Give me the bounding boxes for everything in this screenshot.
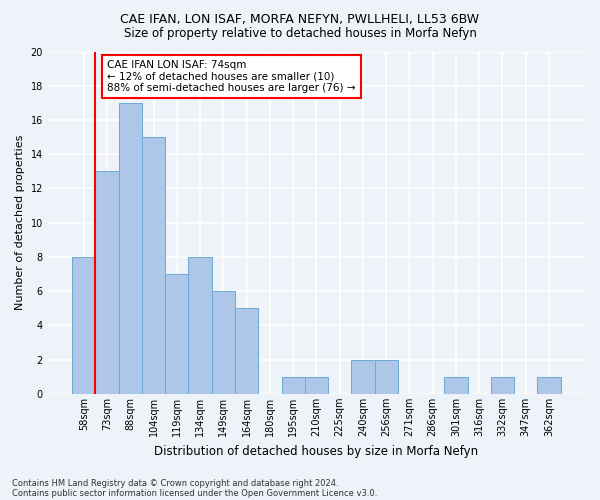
Bar <box>281 377 305 394</box>
Bar <box>538 377 560 394</box>
Text: Size of property relative to detached houses in Morfa Nefyn: Size of property relative to detached ho… <box>124 28 476 40</box>
Bar <box>235 308 258 394</box>
Text: Contains public sector information licensed under the Open Government Licence v3: Contains public sector information licen… <box>12 488 377 498</box>
Text: CAE IFAN LON ISAF: 74sqm
← 12% of detached houses are smaller (10)
88% of semi-d: CAE IFAN LON ISAF: 74sqm ← 12% of detach… <box>107 60 356 94</box>
Text: Contains HM Land Registry data © Crown copyright and database right 2024.: Contains HM Land Registry data © Crown c… <box>12 478 338 488</box>
Bar <box>119 103 142 394</box>
Bar <box>351 360 374 394</box>
Text: CAE IFAN, LON ISAF, MORFA NEFYN, PWLLHELI, LL53 6BW: CAE IFAN, LON ISAF, MORFA NEFYN, PWLLHEL… <box>121 12 479 26</box>
Y-axis label: Number of detached properties: Number of detached properties <box>15 135 25 310</box>
Bar <box>374 360 398 394</box>
Bar <box>72 257 95 394</box>
Bar <box>212 291 235 394</box>
Bar <box>445 377 467 394</box>
Bar <box>491 377 514 394</box>
Bar <box>142 137 165 394</box>
Bar <box>95 172 119 394</box>
X-axis label: Distribution of detached houses by size in Morfa Nefyn: Distribution of detached houses by size … <box>154 444 478 458</box>
Bar <box>165 274 188 394</box>
Bar <box>305 377 328 394</box>
Bar <box>188 257 212 394</box>
